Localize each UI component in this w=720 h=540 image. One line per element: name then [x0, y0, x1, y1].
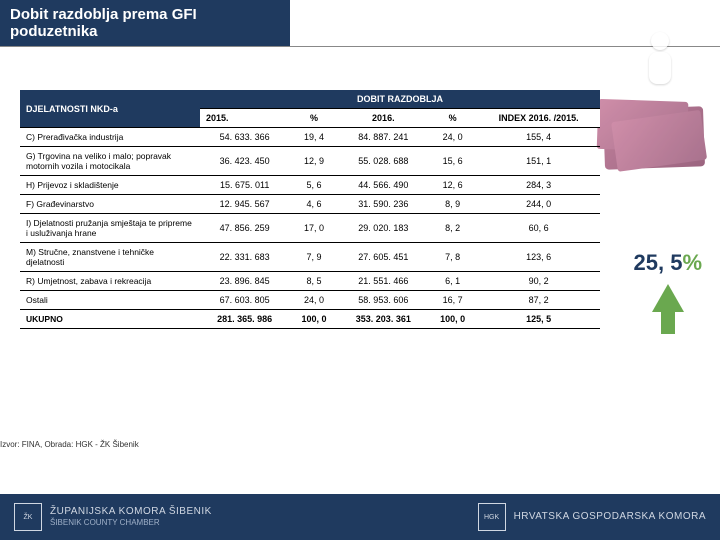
cell-p2016: 16, 7: [428, 291, 477, 310]
cell-p2016: 100, 0: [428, 310, 477, 329]
col-index: INDEX 2016. /2015.: [477, 109, 600, 128]
cell-p2015: 7, 9: [289, 243, 338, 272]
col-pct-2015: %: [289, 109, 338, 128]
cell-p2016: 15, 6: [428, 147, 477, 176]
footer-right-text: HRVATSKA GOSPODARSKA KOMORA: [514, 511, 706, 523]
cell-index: 244, 0: [477, 195, 600, 214]
table-row: R) Umjetnost, zabava i rekreacija23. 896…: [20, 272, 600, 291]
cell-v2016: 29. 020. 183: [339, 214, 428, 243]
cell-v2015: 12. 945. 567: [200, 195, 289, 214]
table-row: G) Trgovina na veliko i malo; popravak m…: [20, 147, 600, 176]
col-2016: 2016.: [339, 109, 428, 128]
table-row: F) Građevinarstvo12. 945. 5674, 631. 590…: [20, 195, 600, 214]
cell-p2016: 24, 0: [428, 128, 477, 147]
source-text: Izvor: FINA, Obrada: HGK - ŽK Šibenik: [0, 440, 139, 449]
profit-table: DJELATNOSTI NKD-a DOBIT RAZDOBLJA 2015. …: [20, 90, 600, 329]
cell-index: 155, 4: [477, 128, 600, 147]
cell-v2015: 22. 331. 683: [200, 243, 289, 272]
cell-v2015: 67. 603. 805: [200, 291, 289, 310]
cell-p2016: 8, 2: [428, 214, 477, 243]
growth-symbol: %: [682, 250, 702, 275]
cell-v2016: 31. 590. 236: [339, 195, 428, 214]
cell-p2015: 5, 6: [289, 176, 338, 195]
table-row: H) Prijevoz i skladištenje15. 675. 0115,…: [20, 176, 600, 195]
cell-activity: H) Prijevoz i skladištenje: [20, 176, 200, 195]
cell-p2016: 7, 8: [428, 243, 477, 272]
cell-p2015: 8, 5: [289, 272, 338, 291]
arrow-stem-icon: [661, 312, 675, 334]
cell-p2015: 24, 0: [289, 291, 338, 310]
cell-activity: M) Stručne, znanstvene i tehničke djelat…: [20, 243, 200, 272]
table-row: I) Djelatnosti pružanja smještaja te pri…: [20, 214, 600, 243]
footer-bar: ŽK ŽUPANIJSKA KOMORA ŠIBENIK ŠIBENIK COU…: [0, 494, 720, 540]
decorative-image: [610, 20, 710, 150]
cell-v2016: 44. 566. 490: [339, 176, 428, 195]
footer-logo-icon: ŽK: [14, 503, 42, 531]
cell-index: 90, 2: [477, 272, 600, 291]
cell-activity: F) Građevinarstvo: [20, 195, 200, 214]
cell-p2015: 17, 0: [289, 214, 338, 243]
cell-v2016: 55. 028. 688: [339, 147, 428, 176]
cell-activity: Ostali: [20, 291, 200, 310]
footer-right-logo-icon: HGK: [478, 503, 506, 531]
table-row: M) Stručne, znanstvene i tehničke djelat…: [20, 243, 600, 272]
cell-index: 125, 5: [477, 310, 600, 329]
cell-activity: R) Umjetnost, zabava i rekreacija: [20, 272, 200, 291]
col-profit-header: DOBIT RAZDOBLJA: [200, 90, 600, 109]
cell-index: 151, 1: [477, 147, 600, 176]
cell-v2016: 21. 551. 466: [339, 272, 428, 291]
table-row-total: UKUPNO281. 365. 986100, 0353. 203. 36110…: [20, 310, 600, 329]
cell-p2015: 4, 6: [289, 195, 338, 214]
cell-v2016: 84. 887. 241: [339, 128, 428, 147]
cell-v2015: 36. 423. 450: [200, 147, 289, 176]
cell-index: 123, 6: [477, 243, 600, 272]
cell-v2015: 23. 896. 845: [200, 272, 289, 291]
cell-v2015: 281. 365. 986: [200, 310, 289, 329]
col-2015: 2015.: [200, 109, 289, 128]
footer-left-main: ŽUPANIJSKA KOMORA ŠIBENIK: [50, 506, 212, 518]
cell-v2015: 15. 675. 011: [200, 176, 289, 195]
col-activity-header: DJELATNOSTI NKD-a: [20, 90, 200, 128]
cell-activity: UKUPNO: [20, 310, 200, 329]
cell-p2015: 12, 9: [289, 147, 338, 176]
col-pct-2016: %: [428, 109, 477, 128]
growth-value: 25, 5: [634, 250, 683, 275]
cell-index: 284, 3: [477, 176, 600, 195]
cell-p2015: 19, 4: [289, 128, 338, 147]
table-row: Ostali67. 603. 80524, 058. 953. 60616, 7…: [20, 291, 600, 310]
page-title: Dobit razdoblja prema GFI poduzetnika: [0, 0, 290, 46]
growth-indicator: 25, 5%: [634, 250, 703, 334]
cell-v2016: 353. 203. 361: [339, 310, 428, 329]
arrow-up-icon: [652, 284, 684, 312]
cell-v2016: 58. 953. 606: [339, 291, 428, 310]
footer-left-sub: ŠIBENIK COUNTY CHAMBER: [50, 518, 212, 528]
cell-v2016: 27. 605. 451: [339, 243, 428, 272]
cell-v2015: 47. 856. 259: [200, 214, 289, 243]
cell-index: 60, 6: [477, 214, 600, 243]
cell-activity: I) Djelatnosti pružanja smještaja te pri…: [20, 214, 200, 243]
cell-p2016: 6, 1: [428, 272, 477, 291]
cell-p2015: 100, 0: [289, 310, 338, 329]
profit-table-container: DJELATNOSTI NKD-a DOBIT RAZDOBLJA 2015. …: [20, 90, 600, 329]
cell-p2016: 12, 6: [428, 176, 477, 195]
cell-p2016: 8, 9: [428, 195, 477, 214]
table-row: C) Prerađivačka industrija54. 633. 36619…: [20, 128, 600, 147]
cell-activity: G) Trgovina na veliko i malo; popravak m…: [20, 147, 200, 176]
cell-activity: C) Prerađivačka industrija: [20, 128, 200, 147]
cell-index: 87, 2: [477, 291, 600, 310]
cell-v2015: 54. 633. 366: [200, 128, 289, 147]
